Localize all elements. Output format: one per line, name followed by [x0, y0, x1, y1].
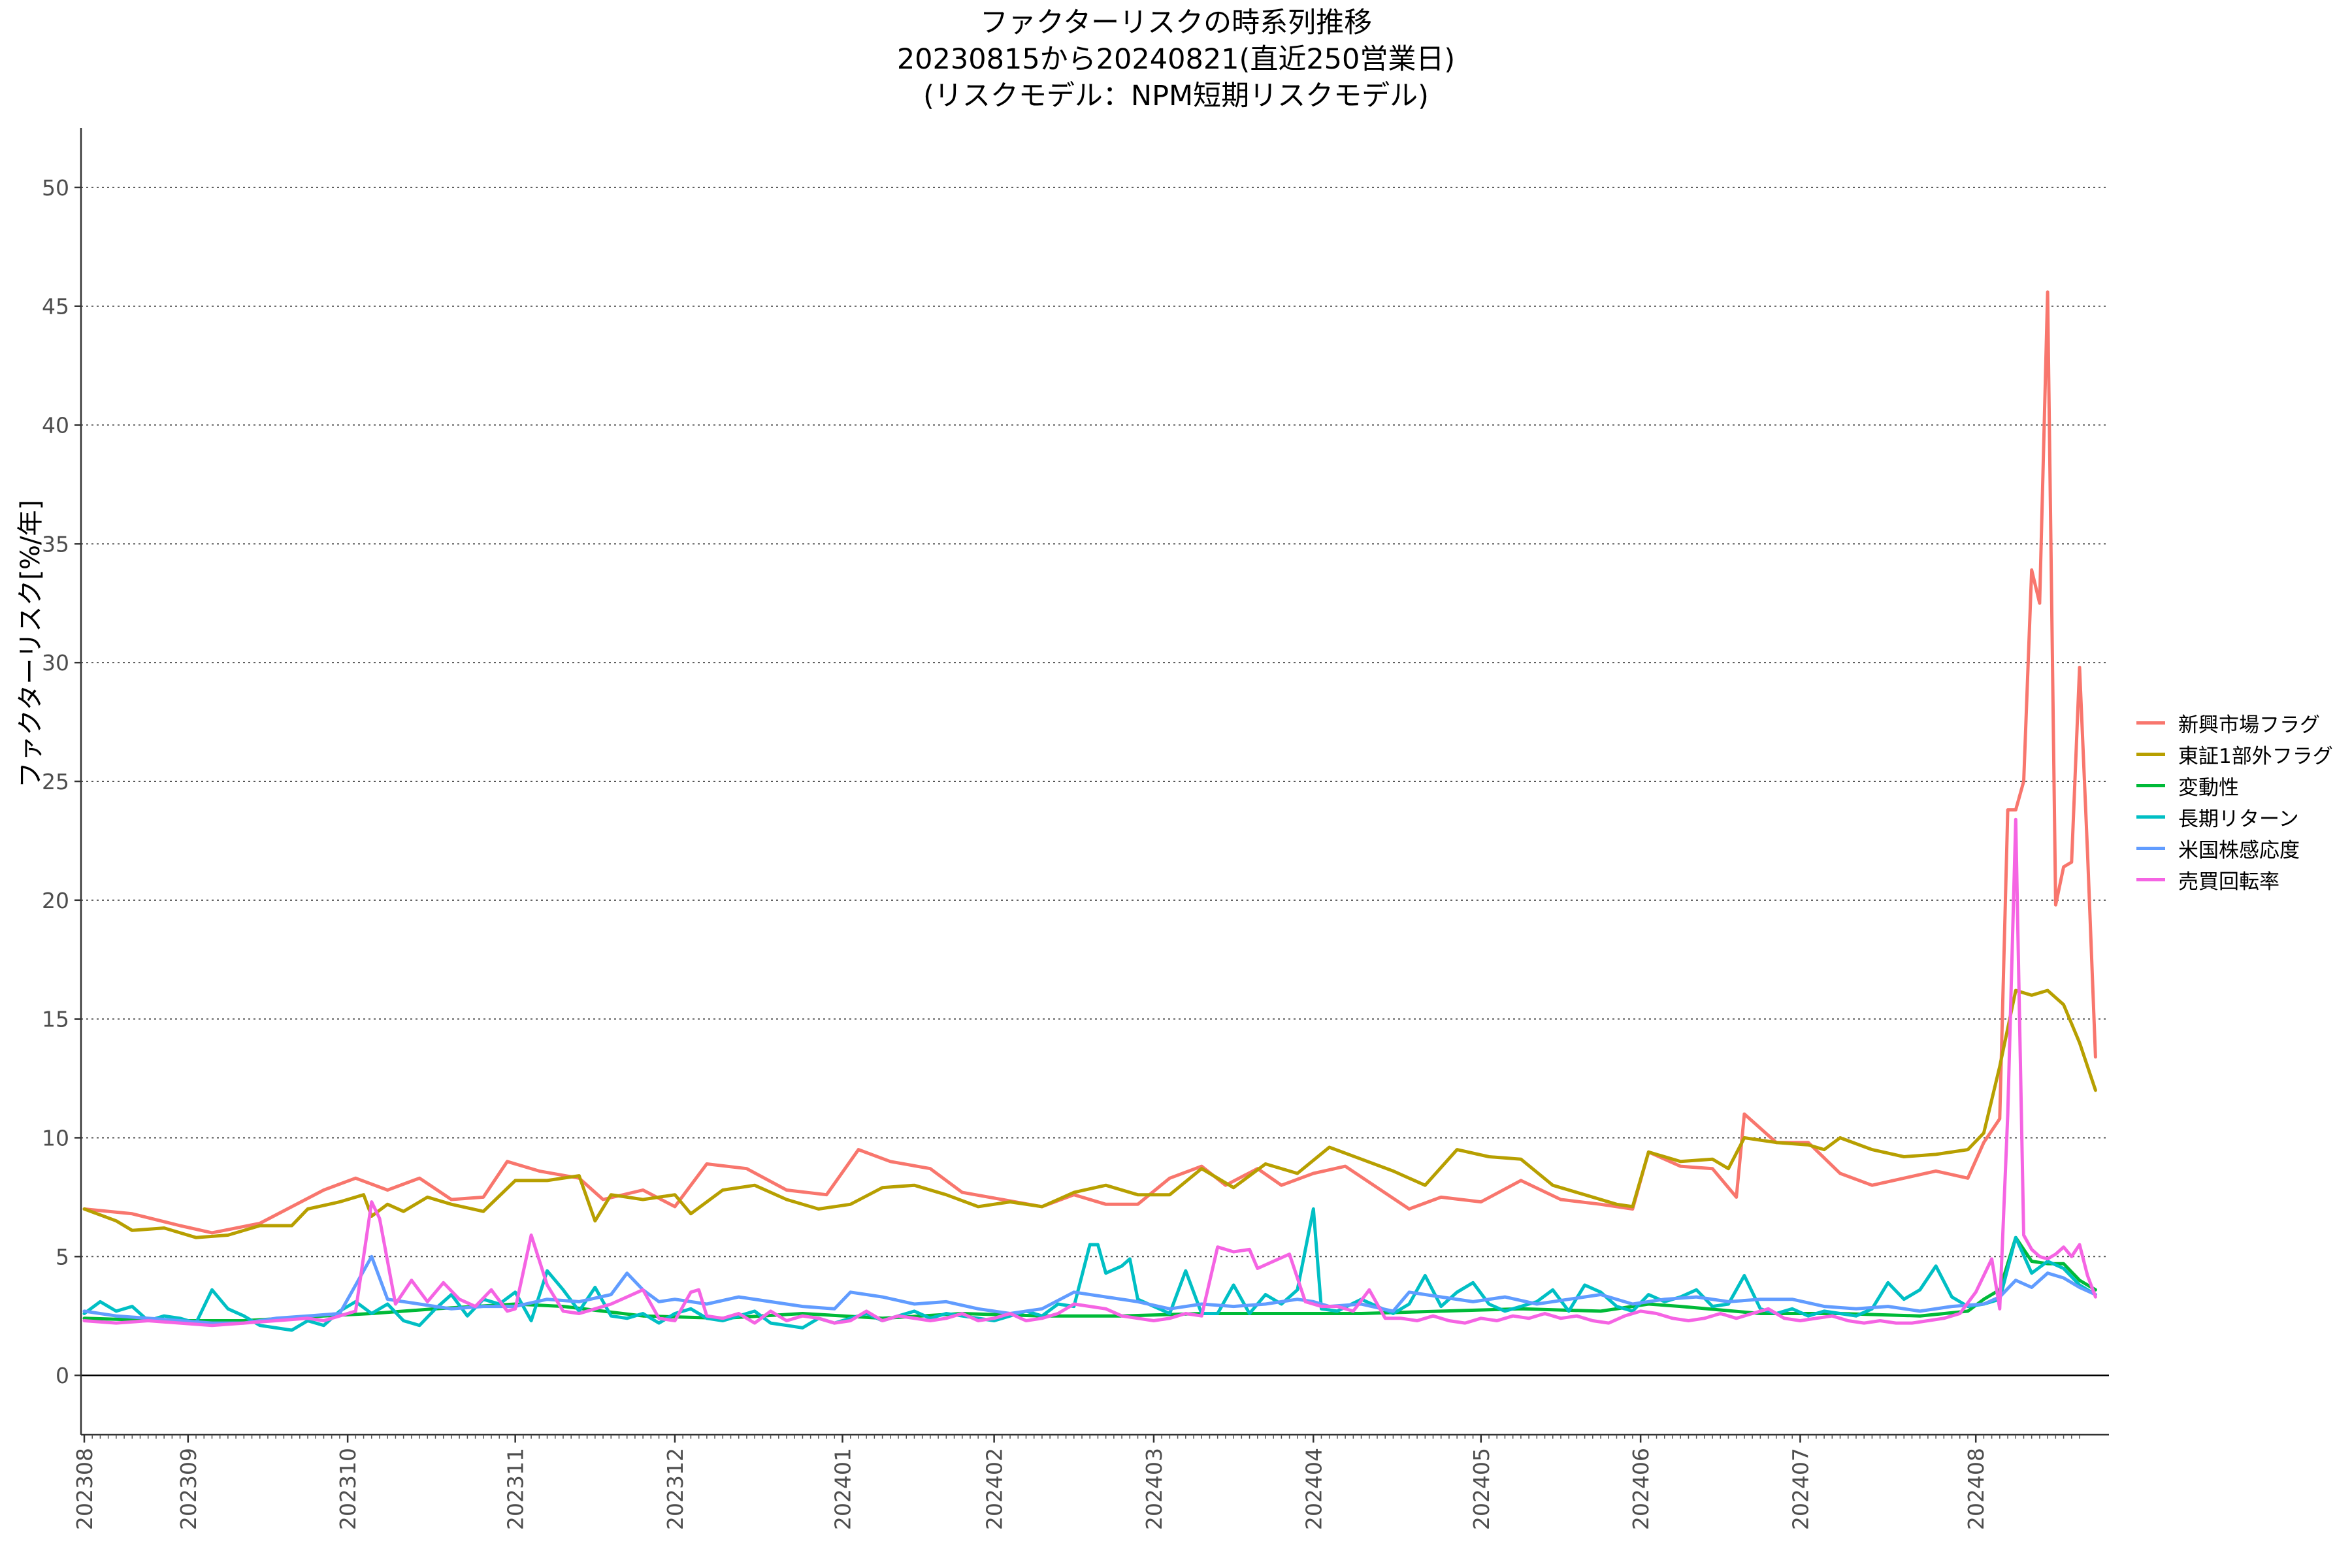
y-tick-label: 0 [56, 1363, 69, 1388]
legend-label: 売買回転率 [2178, 870, 2279, 894]
x-tick-label: 202311 [503, 1448, 529, 1530]
legend: 新興市場フラグ 東証1部外フラグ 変動性長期リターン 米国株感応度 売買回転率 [2136, 707, 2333, 895]
x-tick-label: 202309 [176, 1448, 201, 1530]
y-tick-label: 35 [42, 531, 69, 557]
y-tick-label: 30 [42, 650, 69, 676]
legend-label: 長期リターン [2178, 807, 2299, 831]
grid-lines [81, 186, 2109, 1377]
legend-item: 東証1部外フラグ [2136, 738, 2333, 770]
legend-label: 新興市場フラグ [2178, 713, 2320, 737]
x-tick-label: 202402 [982, 1448, 1007, 1530]
x-tick-label: 202401 [830, 1448, 856, 1530]
x-tick-label: 202406 [1628, 1448, 1654, 1530]
legend-key [2136, 752, 2165, 756]
legend-key [2136, 815, 2165, 819]
legend-key [2136, 721, 2165, 725]
x-tick-label: 202404 [1301, 1448, 1326, 1530]
title-line-2: 20230815から20240821(直近250営業日) [896, 43, 1456, 76]
x-tick-label: 202407 [1788, 1448, 1813, 1530]
x-tick-label: 202310 [335, 1448, 361, 1530]
y-tick-label: 20 [42, 888, 69, 913]
legend-key [2136, 877, 2165, 881]
axes: 0 5 10 15 20 25 30 35 40 45 50 202308 202309 202310 20… [42, 128, 2109, 1530]
legend-label: 東証1部外フラグ [2178, 744, 2333, 768]
legend-label: 米国株感応度 [2178, 838, 2300, 862]
title-line-3: (リスクモデル：NPM短期リスクモデル) [923, 80, 1429, 112]
y-tick-label: 40 [42, 413, 69, 438]
legend-item: 売買回転率 [2136, 864, 2333, 895]
y-tick-label: 50 [42, 175, 69, 201]
y-tick-label: 5 [56, 1244, 69, 1269]
legend-item: 変動性 [2136, 770, 2333, 801]
y-tick-label: 25 [42, 769, 69, 794]
x-tick-label: 202312 [662, 1448, 688, 1530]
title-line-1: ファクターリスクの時系列推移 [979, 7, 1373, 39]
series-line-0 [82, 290, 2097, 1235]
legend-item: 米国株感応度 [2136, 832, 2333, 864]
legend-label: 変動性 [2178, 776, 2239, 800]
x-tick-label: 202403 [1141, 1448, 1167, 1530]
x-tick-label: 202308 [72, 1448, 97, 1530]
series-line-5 [82, 817, 2097, 1328]
legend-item: 新興市場フラグ [2136, 707, 2333, 738]
legend-item: 長期リターン [2136, 801, 2333, 832]
series-lines [82, 290, 2097, 1332]
y-tick-label: 10 [42, 1125, 69, 1151]
x-tick-label: 202405 [1469, 1448, 1494, 1530]
series-line-3 [82, 1207, 2097, 1332]
x-tick-label: 202408 [1963, 1448, 1989, 1530]
legend-key [2136, 783, 2165, 787]
y-tick-label: 15 [42, 1007, 69, 1032]
y-tick-label: 45 [42, 294, 69, 319]
series-line-4 [82, 1254, 2097, 1325]
series-line-1 [82, 988, 2097, 1239]
legend-key [2136, 846, 2165, 850]
